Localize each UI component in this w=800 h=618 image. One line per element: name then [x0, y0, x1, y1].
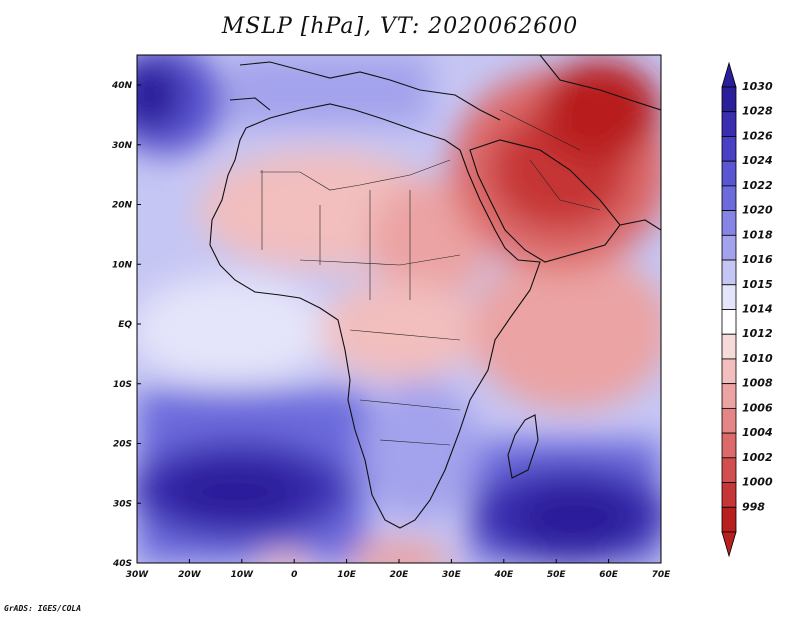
colorbar-swatch [721, 309, 737, 335]
colorbar-label: 1015 [742, 278, 773, 291]
lat-tick-label: 40S [112, 559, 132, 569]
colorbar-label: 1026 [742, 129, 773, 142]
colorbar-swatch [721, 432, 737, 459]
longitude-axis: 30W 20W 10W 0 10E 20E 30E 40E 50E 60E 70E [126, 559, 671, 580]
lat-tick-label: 20S [113, 440, 132, 450]
colorbar-swatch [721, 358, 737, 385]
colorbar: 1030 1028 1026 1024 1022 1020 1018 1016 1015 1014… [721, 61, 773, 558]
colorbar-label: 1016 [742, 253, 773, 266]
colorbar-label: 998 [742, 500, 765, 513]
colorbar-label: 1006 [742, 401, 773, 414]
lon-tick-label: 20W [178, 570, 202, 580]
colorbar-swatch [721, 457, 737, 483]
colorbar-label: 1012 [742, 327, 773, 340]
lat-tick-label: 30S [113, 499, 132, 509]
colorbar-swatch [721, 160, 737, 187]
lon-tick-label: 10W [231, 570, 255, 580]
lon-tick-label: 30E [442, 570, 462, 580]
colorbar-swatch [721, 136, 737, 162]
colorbar-swatch [721, 383, 737, 409]
colorbar-label: 1014 [742, 303, 773, 316]
colorbar-label: 1018 [742, 228, 773, 241]
colorbar-bottom-arrow [721, 531, 737, 558]
lon-tick-label: 40E [493, 570, 514, 580]
map-title: MSLP [hPa], VT: 2020062600 [221, 14, 579, 39]
colorbar-swatch [721, 407, 737, 434]
lat-tick-label: 30N [112, 141, 133, 151]
colorbar-label: 1020 [742, 204, 773, 217]
mslp-field [137, 55, 661, 563]
colorbar-swatch [721, 210, 737, 236]
country-borders [260, 109, 601, 446]
colorbar-swatch [721, 86, 737, 113]
colorbar-swatch [721, 185, 737, 212]
colorbar-swatch [721, 284, 737, 310]
colorbar-top-arrow [721, 61, 737, 88]
lon-tick-label: 50E [547, 570, 567, 580]
lat-tick-label: 10N [112, 260, 133, 270]
latitude-axis: 40N 30N 20N 10N EQ 10S 20S 30S 40S [111, 81, 141, 569]
lat-tick-label: EQ [118, 320, 132, 330]
credit-label: GrADS: IGES/COLA [4, 604, 82, 613]
lat-tick-label: 40N [111, 81, 133, 91]
colorbar-swatch [721, 482, 737, 508]
lon-tick-label: 10E [337, 570, 357, 580]
lat-tick-label: 10S [113, 380, 132, 390]
lon-tick-label: 20E [390, 570, 410, 580]
colorbar-label: 1000 [742, 476, 773, 489]
colorbar-swatch [721, 234, 737, 261]
colorbar-label: 1024 [742, 154, 773, 167]
colorbar-label: 1004 [742, 426, 773, 439]
colorbar-label: 1010 [742, 352, 773, 365]
lon-tick-label: 30W [126, 570, 150, 580]
colorbar-label: 1002 [742, 451, 773, 464]
coastlines [209, 55, 661, 529]
colorbar-swatch [721, 111, 737, 137]
colorbar-label: 1030 [742, 80, 773, 93]
lon-tick-label: 70E [652, 570, 672, 580]
colorbar-swatch [721, 259, 737, 286]
colorbar-swatch [721, 333, 737, 360]
lon-tick-label: 0 [291, 570, 297, 580]
colorbar-label: 1028 [742, 105, 773, 118]
lat-tick-label: 20N [112, 201, 133, 211]
colorbar-label: 1008 [742, 377, 773, 390]
colorbar-swatch [721, 506, 737, 533]
colorbar-label: 1022 [742, 179, 773, 192]
lon-tick-label: 60E [599, 570, 619, 580]
